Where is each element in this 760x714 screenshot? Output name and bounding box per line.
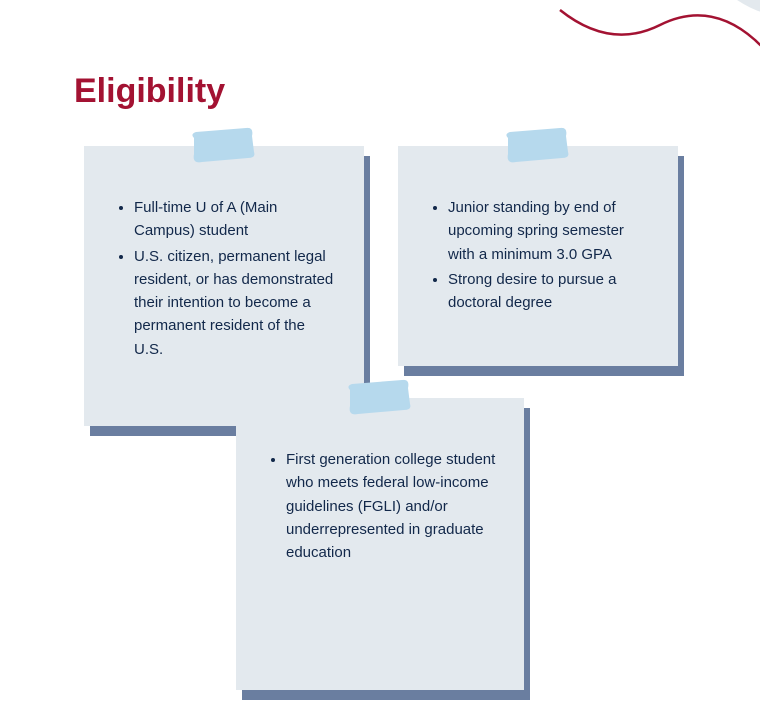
list-item: Junior standing by end of upcoming sprin… (448, 196, 650, 266)
card-list: Junior standing by end of upcoming sprin… (426, 196, 650, 314)
card-list: First generation college student who mee… (264, 448, 496, 564)
corner-decoration (500, 0, 760, 130)
list-item: U.S. citizen, permanent legal resident, … (134, 245, 336, 361)
tape-icon (502, 126, 574, 166)
eligibility-card-2: Junior standing by end of upcoming sprin… (398, 146, 678, 366)
eligibility-card-1: Full-time U of A (Main Campus) student U… (84, 146, 364, 426)
card-body: Full-time U of A (Main Campus) student U… (84, 146, 364, 426)
list-item: Strong desire to pursue a doctoral degre… (448, 268, 650, 315)
list-item: First generation college student who mee… (286, 448, 496, 564)
eligibility-card-3: First generation college student who mee… (236, 398, 524, 690)
card-body: Junior standing by end of upcoming sprin… (398, 146, 678, 366)
card-list: Full-time U of A (Main Campus) student U… (112, 196, 336, 361)
tape-icon (344, 378, 416, 418)
list-item: Full-time U of A (Main Campus) student (134, 196, 336, 243)
tape-icon (188, 126, 260, 166)
page-title: Eligibility (74, 72, 225, 111)
card-body: First generation college student who mee… (236, 398, 524, 690)
